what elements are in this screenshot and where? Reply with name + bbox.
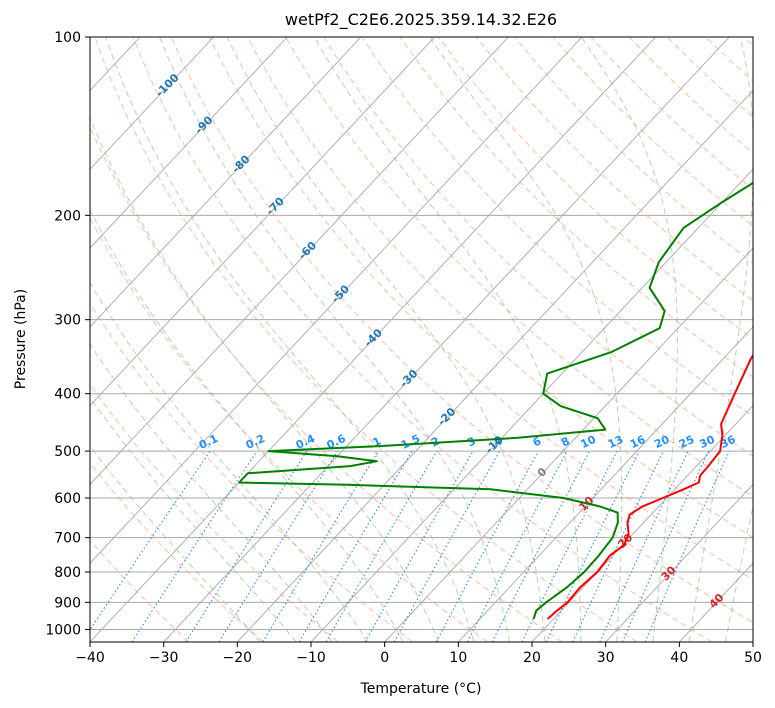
moist-adiabat-line [90, 209, 404, 642]
moist-adiabat-line [90, 116, 439, 642]
dry-adiabat-line [285, 37, 753, 498]
dry-adiabat-line [247, 37, 753, 539]
y-tick-label: 300 [54, 313, 81, 329]
y-axis: 100 200 300 400 500 600 700 800 900 1000 [45, 30, 90, 638]
moist-adiabat-line [90, 281, 369, 642]
dry-adiabat-line [90, 302, 414, 642]
dewpoint-line [238, 181, 753, 620]
x-tick-label: 40 [670, 650, 688, 666]
mixing-ratio-label: 30 [697, 433, 717, 451]
isotherm-line [90, 37, 288, 249]
x-tick-label: −30 [149, 650, 179, 666]
mixing-ratio-label: 20 [652, 433, 672, 451]
dry-adiabat-line [437, 37, 753, 340]
moist-adiabat-line [159, 37, 510, 642]
moist-adiabat-line [688, 37, 753, 642]
isotherm-line [752, 641, 753, 642]
isotherm-line [458, 326, 753, 642]
moist-adiabat-line [90, 343, 333, 642]
x-tick-label: −20 [223, 650, 253, 666]
profiles [238, 181, 753, 620]
y-tick-label: 400 [54, 387, 81, 403]
dry-adiabat-line [90, 462, 264, 642]
mixing-ratio-line [131, 450, 258, 642]
y-tick-label: 100 [54, 30, 81, 46]
x-tick-label: 10 [449, 650, 467, 666]
isotherm-line [605, 483, 753, 642]
isotherm-line [90, 37, 362, 328]
isotherm-line [90, 37, 583, 564]
mixing-ratio-line [621, 450, 710, 642]
dry-adiabat-line [208, 37, 753, 581]
dry-adiabat-line [476, 37, 753, 302]
plot-background [90, 37, 753, 642]
moist-adiabat-line [226, 37, 546, 642]
x-tick-label: −10 [296, 650, 326, 666]
mixing-ratio-line [644, 450, 730, 642]
x-axis-label: Temperature (°C) [360, 681, 482, 697]
isotherm-line [310, 168, 753, 642]
mixing-ratio-line [364, 450, 474, 642]
mixing-ratio-label: 36 [718, 433, 738, 451]
x-tick-label: 50 [744, 650, 762, 666]
mixing-ratio-label: 13 [606, 433, 625, 451]
mixing-ratio-line [185, 450, 308, 642]
isotherm-line [90, 37, 657, 642]
x-tick-label: 20 [523, 650, 541, 666]
mixing-ratio-label: 10 [579, 433, 599, 451]
y-tick-label: 900 [54, 595, 81, 611]
y-tick-label: 500 [54, 444, 81, 460]
mixing-ratio-line [262, 450, 379, 642]
background-lines [0, 37, 753, 642]
x-tick-label: −40 [75, 650, 105, 666]
plot-frame [89, 36, 754, 643]
isotherm-line [0, 37, 66, 642]
x-tick-label: 0 [380, 650, 389, 666]
y-tick-label: 700 [54, 531, 81, 547]
y-axis-label: Pressure (hPa) [13, 289, 29, 389]
mixing-ratio-line [491, 450, 591, 642]
dry-adiabat-line [90, 125, 563, 642]
isotherm-line [90, 37, 509, 486]
isotherm-line [90, 37, 215, 170]
x-tick-label: 30 [597, 650, 615, 666]
isotherm-line [384, 247, 753, 642]
isotherm-line [237, 89, 753, 642]
y-tick-label: 200 [54, 208, 81, 224]
mixing-ratio-line [90, 450, 211, 631]
y-tick-label: 1000 [45, 622, 81, 638]
isotherm-line [163, 37, 730, 642]
mixing-ratio-line [393, 450, 501, 642]
dry-adiabat-line [132, 37, 712, 642]
mixing-ratio-label: 16 [628, 433, 648, 451]
y-tick-label: 600 [54, 491, 81, 507]
moist-adiabat-line [90, 396, 297, 642]
moist-adiabat-line [580, 37, 678, 642]
y-tick-label: 800 [54, 565, 81, 581]
chart-title: wetPf2_C2E6.2025.359.14.32.E26 [285, 10, 557, 30]
temperature-line [547, 353, 753, 620]
dry-adiabat-line [90, 539, 190, 642]
dry-adiabat-line [90, 217, 488, 642]
moist-adiabat-line [725, 504, 753, 642]
isotherm-line [90, 37, 436, 407]
x-axis: −40 −30 −20 −10 0 10 20 30 40 50 [75, 642, 762, 666]
mixing-ratio-line [435, 450, 539, 642]
dry-adiabat-line [170, 37, 753, 624]
mixing-ratio-line [521, 450, 618, 642]
mixing-ratio-label: 25 [677, 433, 696, 451]
